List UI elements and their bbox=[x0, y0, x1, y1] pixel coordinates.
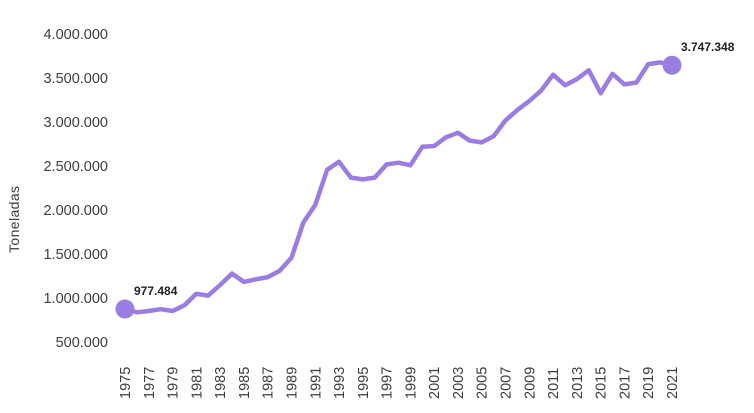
x-axis-tick-label: 1995 bbox=[356, 367, 372, 399]
data-point-marker bbox=[115, 299, 135, 319]
y-axis: 4.000.000 3.500.000 3.000.000 2.500.000 2.00… bbox=[43, 27, 108, 351]
x-axis-tick-label: 1977 bbox=[142, 367, 158, 399]
y-axis-tick-label: 3.500.000 bbox=[43, 71, 108, 87]
x-axis-tick-label: 2011 bbox=[546, 368, 562, 399]
x-axis-tick-label: 1975 bbox=[118, 367, 134, 399]
x-axis: 1975 1977 1979 1981 1983 1985 1987 1989 1991 1993… bbox=[118, 367, 681, 399]
x-axis-tick-label: 2005 bbox=[475, 367, 491, 399]
x-axis-tick-label: 1983 bbox=[213, 367, 229, 399]
series-layer bbox=[122, 60, 675, 315]
x-axis-tick-label: 2001 bbox=[427, 367, 443, 399]
x-axis-tick-label: 1981 bbox=[189, 367, 205, 399]
y-axis-title: Toneladas bbox=[6, 186, 22, 253]
x-axis-tick-label: 2017 bbox=[617, 367, 633, 399]
series-line bbox=[122, 60, 675, 315]
y-axis-tick-label: 500.000 bbox=[56, 335, 108, 351]
data-point-label: 977.484 bbox=[134, 284, 178, 298]
y-axis-tick-label: 2.000.000 bbox=[43, 203, 108, 219]
x-axis-tick-label: 2009 bbox=[522, 367, 538, 399]
x-axis-tick-label: 1989 bbox=[284, 367, 300, 399]
x-axis-tick-label: 2007 bbox=[499, 367, 515, 399]
annotation-layer: 977.484 3.747.348 bbox=[115, 40, 735, 319]
x-axis-tick-label: 2019 bbox=[641, 367, 657, 399]
x-axis-tick-label: 2013 bbox=[570, 367, 586, 399]
x-axis-tick-label: 1997 bbox=[380, 367, 396, 399]
x-axis-tick-label: 2003 bbox=[451, 367, 467, 399]
x-axis-tick-label: 1991 bbox=[308, 367, 324, 399]
y-axis-tick-label: 2.500.000 bbox=[43, 159, 108, 175]
x-axis-tick-label: 1985 bbox=[237, 367, 253, 399]
x-axis-tick-label: 2021 bbox=[665, 367, 681, 399]
y-axis-tick-label: 1.000.000 bbox=[43, 291, 108, 307]
data-point-label: 3.747.348 bbox=[681, 40, 735, 54]
x-axis-tick-label: 2015 bbox=[594, 367, 610, 399]
x-axis-tick-label: 1993 bbox=[332, 367, 348, 399]
x-axis-tick-label: 1987 bbox=[261, 367, 277, 399]
data-point-marker bbox=[662, 55, 682, 75]
y-axis-tick-label: 4.000.000 bbox=[43, 27, 108, 43]
y-axis-tick-label: 3.000.000 bbox=[43, 115, 108, 131]
x-axis-tick-label: 1979 bbox=[166, 367, 182, 399]
y-axis-tick-label: 1.500.000 bbox=[43, 247, 108, 263]
x-axis-tick-label: 1999 bbox=[403, 367, 419, 399]
